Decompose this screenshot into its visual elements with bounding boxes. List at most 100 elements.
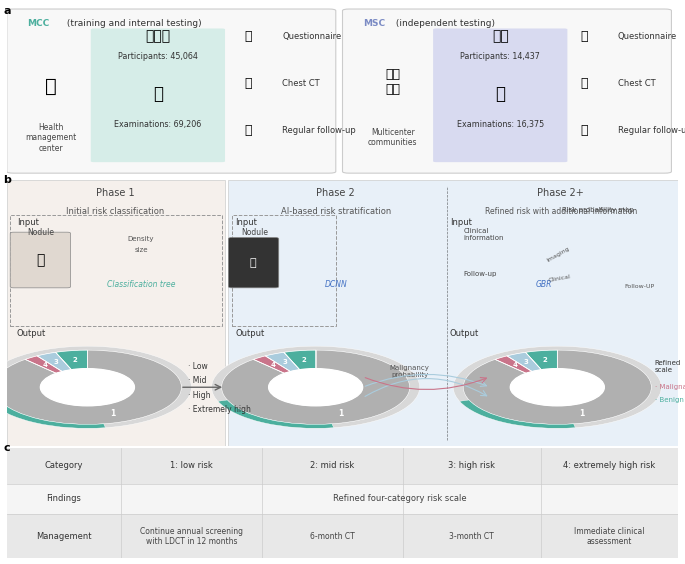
Text: 🕐: 🕐	[580, 124, 588, 138]
Bar	[7, 483, 678, 514]
Text: Refined risk with additional information: Refined risk with additional information	[484, 207, 637, 216]
Wedge shape	[0, 400, 105, 428]
Text: 1: low risk: 1: low risk	[170, 461, 213, 470]
Text: 4: 4	[271, 362, 276, 368]
Text: MCC: MCC	[27, 19, 49, 28]
Text: Refined
scale: Refined scale	[655, 359, 681, 373]
Text: 2: 2	[301, 357, 306, 363]
Wedge shape	[0, 350, 182, 424]
Text: Multicenter
communities: Multicenter communities	[368, 128, 418, 147]
Text: 📋: 📋	[580, 29, 588, 43]
Circle shape	[40, 369, 134, 406]
Text: Phase 2+: Phase 2+	[537, 188, 584, 199]
FancyBboxPatch shape	[90, 28, 225, 162]
Text: Findings: Findings	[47, 495, 82, 504]
Text: 1: 1	[110, 409, 115, 418]
Text: Health
management
center: Health management center	[25, 123, 76, 152]
FancyBboxPatch shape	[228, 237, 279, 288]
Text: Initial risk classification: Initial risk classification	[66, 207, 164, 216]
Text: AI-based risk stratification: AI-based risk stratification	[281, 207, 391, 216]
Text: DCNN: DCNN	[325, 280, 347, 289]
Text: (independent testing): (independent testing)	[393, 19, 495, 28]
Text: Imaging: Imaging	[546, 246, 571, 263]
Text: (training and internal testing): (training and internal testing)	[64, 19, 201, 28]
Text: Malignancy
probability: Malignancy probability	[390, 365, 429, 378]
Text: 6-month CT: 6-month CT	[310, 532, 355, 541]
Circle shape	[269, 369, 362, 406]
Text: · Malignant: · Malignant	[655, 384, 685, 390]
Wedge shape	[507, 352, 541, 372]
FancyBboxPatch shape	[7, 180, 225, 446]
Text: 3: high risk: 3: high risk	[448, 461, 495, 470]
Bar	[232, 215, 336, 326]
Wedge shape	[284, 350, 316, 370]
Text: Input: Input	[450, 218, 472, 227]
Text: 4: 4	[42, 362, 47, 368]
Text: b: b	[3, 175, 12, 185]
Text: Chest CT: Chest CT	[618, 79, 656, 88]
Text: GBR: GBR	[536, 280, 552, 289]
Text: Input: Input	[17, 218, 39, 227]
Text: Risk probability map: Risk probability map	[562, 207, 634, 213]
Text: Refined four-category risk scale: Refined four-category risk scale	[333, 495, 466, 504]
FancyBboxPatch shape	[228, 180, 678, 446]
Text: · Mid: · Mid	[188, 376, 207, 385]
Text: Output: Output	[235, 329, 264, 338]
Text: Continue annual screening
with LDCT in 12 months: Continue annual screening with LDCT in 1…	[140, 527, 243, 546]
Text: 1: 1	[580, 409, 585, 418]
Text: Input: Input	[235, 218, 257, 227]
Text: Examinations: 69,206: Examinations: 69,206	[114, 120, 201, 129]
Text: Nodule: Nodule	[27, 228, 54, 237]
Text: Immediate clinical
assessment: Immediate clinical assessment	[574, 527, 645, 546]
Text: 3-month CT: 3-month CT	[449, 532, 494, 541]
Text: · High: · High	[188, 391, 210, 400]
Wedge shape	[253, 356, 290, 373]
Bar	[10, 215, 222, 326]
Text: Regular follow-up: Regular follow-up	[618, 126, 685, 135]
Text: 🖥: 🖥	[250, 258, 256, 268]
Wedge shape	[55, 350, 88, 370]
Text: 👥👥👥: 👥👥👥	[145, 29, 171, 43]
Text: 🫁: 🫁	[580, 77, 588, 90]
Text: 🏥: 🏥	[45, 77, 56, 96]
Text: 📋: 📋	[245, 29, 252, 43]
Bar	[7, 448, 678, 483]
Text: Nodule: Nodule	[242, 228, 269, 237]
Wedge shape	[460, 400, 575, 428]
Wedge shape	[222, 350, 410, 424]
Text: a: a	[3, 6, 11, 16]
Text: Management: Management	[36, 532, 92, 541]
Text: Density: Density	[128, 236, 154, 243]
Text: 2: mid risk: 2: mid risk	[310, 461, 355, 470]
Text: Questionnaire: Questionnaire	[282, 32, 341, 41]
Text: 🫁: 🫁	[36, 253, 45, 267]
Text: 3: 3	[282, 359, 287, 365]
Wedge shape	[37, 352, 71, 372]
Text: Follow-UP: Follow-UP	[625, 284, 655, 289]
Text: 🔬: 🔬	[153, 85, 163, 103]
Text: Questionnaire: Questionnaire	[618, 32, 677, 41]
Text: Phase 2: Phase 2	[316, 188, 355, 199]
FancyBboxPatch shape	[7, 9, 336, 173]
Text: Participants: 45,064: Participants: 45,064	[118, 52, 198, 61]
Text: c: c	[3, 443, 10, 453]
Text: Regular follow-up: Regular follow-up	[282, 126, 356, 135]
Bar	[7, 514, 678, 558]
Text: Output: Output	[17, 329, 46, 338]
Wedge shape	[212, 346, 420, 428]
Text: Output: Output	[450, 329, 479, 338]
Text: Chest CT: Chest CT	[282, 79, 320, 88]
Wedge shape	[525, 350, 558, 370]
Text: Follow-up: Follow-up	[463, 271, 497, 276]
Text: · Benign: · Benign	[655, 398, 684, 403]
Text: 2: 2	[543, 357, 547, 363]
FancyBboxPatch shape	[433, 28, 567, 162]
Text: MSC: MSC	[362, 19, 385, 28]
Text: 🏢🏢
🏢🏢: 🏢🏢 🏢🏢	[386, 68, 400, 96]
Text: Classification tree: Classification tree	[107, 280, 175, 289]
Wedge shape	[495, 356, 532, 373]
Text: 🫁: 🫁	[245, 77, 252, 90]
Text: Phase 1: Phase 1	[97, 188, 135, 199]
Text: 4: 4	[512, 362, 517, 368]
Text: Clinical
information: Clinical information	[463, 228, 504, 241]
